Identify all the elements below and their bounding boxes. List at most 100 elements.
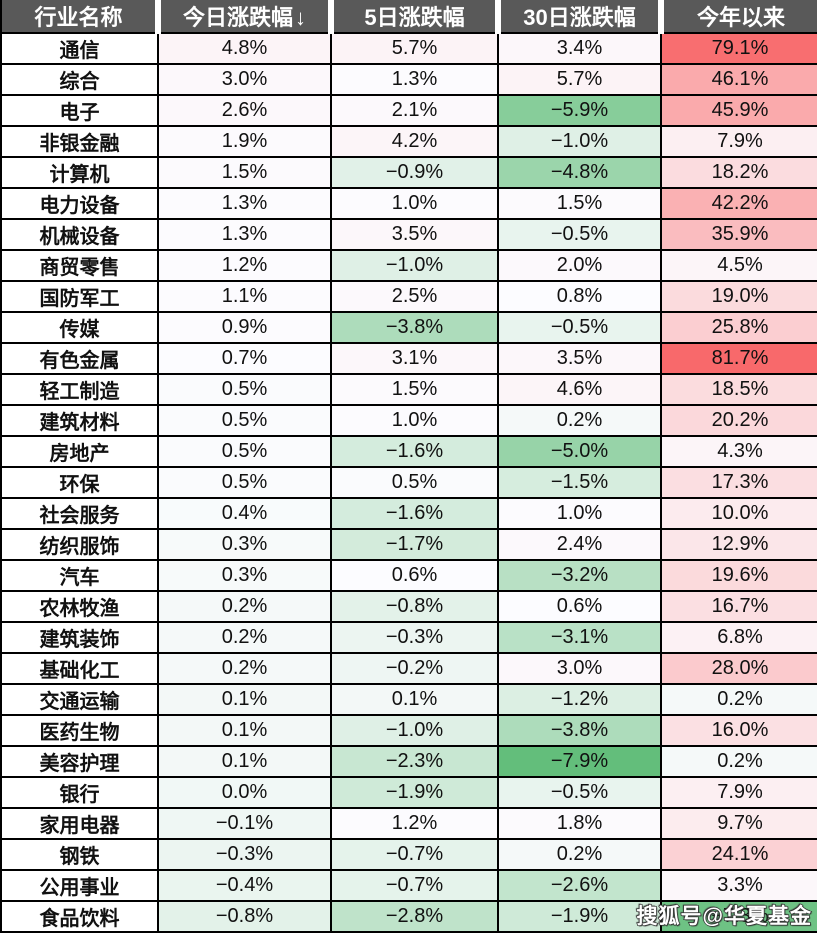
today-change-cell: 1.5% [158, 157, 332, 189]
30day-change-cell: 2.0% [498, 250, 662, 282]
today-change-cell: 4.8% [158, 33, 332, 65]
today-change-cell: −0.8% [158, 901, 332, 933]
today-change-cell: 0.3% [158, 529, 332, 561]
today-change-cell: 1.2% [158, 250, 332, 282]
today-change-cell: 0.2% [158, 653, 332, 685]
ytd-change-cell: 4.5% [661, 250, 817, 282]
table-row: 食品饮料 −0.8% −2.8% −1.9% −7.3% [1, 901, 817, 933]
ytd-change-cell: 79.1% [661, 33, 817, 65]
today-change-cell: 0.9% [158, 312, 332, 344]
5day-change-cell: −1.6% [331, 498, 499, 530]
table-row: 环保 0.5% 0.5% −1.5% 17.3% [1, 467, 817, 499]
today-change-cell: 0.1% [158, 684, 332, 716]
industry-name-cell: 轻工制造 [1, 374, 159, 406]
header-row: 行业名称 今日涨跌幅↓ 5日涨跌幅 30日涨跌幅 今年以来 [1, 0, 817, 34]
ytd-change-cell: 10.0% [661, 498, 817, 530]
table-row: 电力设备 1.3% 1.0% 1.5% 42.2% [1, 188, 817, 220]
5day-change-cell: 2.1% [331, 95, 499, 127]
today-change-cell: 0.5% [158, 467, 332, 499]
industry-name-cell: 农林牧渔 [1, 591, 159, 623]
today-change-cell: 0.3% [158, 560, 332, 592]
30day-change-cell: −3.2% [498, 560, 662, 592]
industry-name-cell: 钢铁 [1, 839, 159, 871]
30day-change-cell: −2.6% [498, 870, 662, 902]
5day-change-cell: 1.2% [331, 808, 499, 840]
5day-change-cell: −1.0% [331, 250, 499, 282]
5day-change-cell: 5.7% [331, 33, 499, 65]
5day-change-cell: −0.9% [331, 157, 499, 189]
ytd-change-cell: 6.8% [661, 622, 817, 654]
table-row: 综合 3.0% 1.3% 5.7% 46.1% [1, 64, 817, 96]
table-row: 电子 2.6% 2.1% −5.9% 45.9% [1, 95, 817, 127]
industry-name-cell: 汽车 [1, 560, 159, 592]
30day-change-cell: 0.2% [498, 839, 662, 871]
table-row: 建筑装饰 0.2% −0.3% −3.1% 6.8% [1, 622, 817, 654]
ytd-change-cell: 81.7% [661, 343, 817, 375]
today-change-cell: 0.0% [158, 777, 332, 809]
industry-name-cell: 环保 [1, 467, 159, 499]
5day-change-cell: 1.0% [331, 405, 499, 437]
table-row: 通信 4.8% 5.7% 3.4% 79.1% [1, 33, 817, 65]
30day-change-cell: 2.4% [498, 529, 662, 561]
today-change-cell: 0.1% [158, 715, 332, 747]
today-change-cell: 3.0% [158, 64, 332, 96]
5day-change-cell: 0.1% [331, 684, 499, 716]
industry-name-cell: 建筑装饰 [1, 622, 159, 654]
30day-change-cell: −0.5% [498, 777, 662, 809]
ytd-change-cell: 19.6% [661, 560, 817, 592]
sort-descending-icon: ↓ [295, 5, 306, 30]
industry-name-cell: 非银金融 [1, 126, 159, 158]
industry-name-cell: 机械设备 [1, 219, 159, 251]
30day-change-cell: −1.5% [498, 467, 662, 499]
30day-change-cell: −5.9% [498, 95, 662, 127]
5day-change-cell: −1.7% [331, 529, 499, 561]
5day-change-cell: −2.8% [331, 901, 499, 933]
ytd-change-cell: 3.3% [661, 870, 817, 902]
30day-change-cell: 0.2% [498, 405, 662, 437]
ytd-change-cell: 28.0% [661, 653, 817, 685]
today-change-cell: 0.7% [158, 343, 332, 375]
5day-change-cell: −1.9% [331, 777, 499, 809]
ytd-change-cell: 16.0% [661, 715, 817, 747]
industry-name-cell: 美容护理 [1, 746, 159, 778]
ytd-change-cell: 7.9% [661, 777, 817, 809]
30day-change-cell: 4.6% [498, 374, 662, 406]
today-change-cell: −0.1% [158, 808, 332, 840]
today-change-cell: 0.5% [158, 405, 332, 437]
industry-name-cell: 国防军工 [1, 281, 159, 313]
today-change-cell: −0.3% [158, 839, 332, 871]
5day-change-cell: −0.2% [331, 653, 499, 685]
table-row: 房地产 0.5% −1.6% −5.0% 4.3% [1, 436, 817, 468]
30day-change-cell: −3.8% [498, 715, 662, 747]
5day-change-cell: −1.6% [331, 436, 499, 468]
industry-name-cell: 社会服务 [1, 498, 159, 530]
5day-change-cell: 2.5% [331, 281, 499, 313]
today-change-cell: 1.1% [158, 281, 332, 313]
ytd-change-cell: 46.1% [661, 64, 817, 96]
industry-name-cell: 有色金属 [1, 343, 159, 375]
today-change-cell: 0.2% [158, 622, 332, 654]
col-header-today-label: 今日涨跌幅 [182, 5, 293, 30]
5day-change-cell: 0.5% [331, 467, 499, 499]
30day-change-cell: −4.8% [498, 157, 662, 189]
col-header-ytd: 今年以来 [661, 0, 817, 34]
industry-name-cell: 电力设备 [1, 188, 159, 220]
5day-change-cell: 4.2% [331, 126, 499, 158]
col-header-30day: 30日涨跌幅 [498, 0, 664, 34]
today-change-cell: 0.4% [158, 498, 332, 530]
5day-change-cell: −0.3% [331, 622, 499, 654]
30day-change-cell: −5.0% [498, 436, 662, 468]
col-header-today[interactable]: 今日涨跌幅↓ [158, 0, 334, 34]
table-row: 基础化工 0.2% −0.2% 3.0% 28.0% [1, 653, 817, 685]
industry-name-cell: 综合 [1, 64, 159, 96]
table-row: 有色金属 0.7% 3.1% 3.5% 81.7% [1, 343, 817, 375]
table-row: 公用事业 −0.4% −0.7% −2.6% 3.3% [1, 870, 817, 902]
col-header-5day-label: 5日涨跌幅 [364, 5, 465, 30]
5day-change-cell: −3.8% [331, 312, 499, 344]
table-body: 通信 4.8% 5.7% 3.4% 79.1% 综合 3.0% 1.3% 5.7% 46.1% 电子… [1, 33, 817, 933]
industry-name-cell: 传媒 [1, 312, 159, 344]
table-row: 医药生物 0.1% −1.0% −3.8% 16.0% [1, 715, 817, 747]
30day-change-cell: −1.9% [498, 901, 662, 933]
table-row: 轻工制造 0.5% 1.5% 4.6% 18.5% [1, 374, 817, 406]
today-change-cell: 2.6% [158, 95, 332, 127]
